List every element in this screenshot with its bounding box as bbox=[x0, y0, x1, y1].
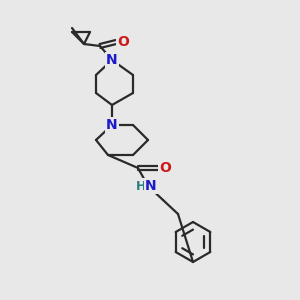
Text: N: N bbox=[106, 118, 118, 132]
Text: H: H bbox=[136, 179, 146, 193]
Text: N: N bbox=[145, 179, 157, 193]
Text: N: N bbox=[106, 53, 118, 67]
Text: O: O bbox=[159, 161, 171, 175]
Text: O: O bbox=[117, 35, 129, 49]
